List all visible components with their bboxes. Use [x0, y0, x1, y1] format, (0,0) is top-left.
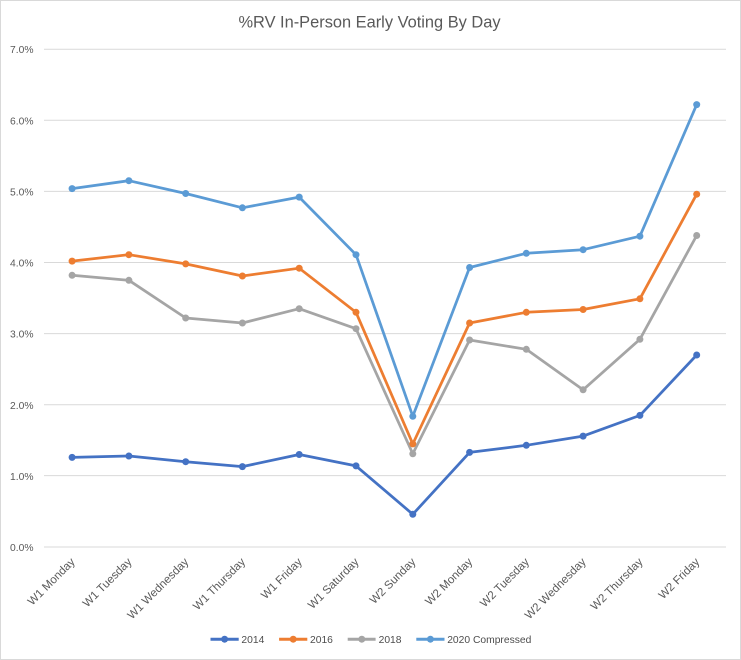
svg-text:2020 Compressed: 2020 Compressed: [447, 635, 531, 646]
svg-text:1.0%: 1.0%: [10, 472, 33, 483]
svg-text:5.0%: 5.0%: [10, 187, 33, 198]
svg-text:2018: 2018: [379, 635, 402, 646]
svg-text:3.0%: 3.0%: [10, 330, 33, 341]
svg-text:%RV In-Person Early Voting By: %RV In-Person Early Voting By Day: [238, 13, 501, 31]
svg-text:6.0%: 6.0%: [10, 116, 33, 127]
svg-text:2.0%: 2.0%: [10, 401, 33, 412]
svg-text:2014: 2014: [241, 635, 264, 646]
svg-text:0.0%: 0.0%: [10, 543, 33, 554]
svg-text:7.0%: 7.0%: [10, 45, 33, 56]
svg-text:4.0%: 4.0%: [10, 259, 33, 270]
svg-text:2016: 2016: [310, 635, 333, 646]
